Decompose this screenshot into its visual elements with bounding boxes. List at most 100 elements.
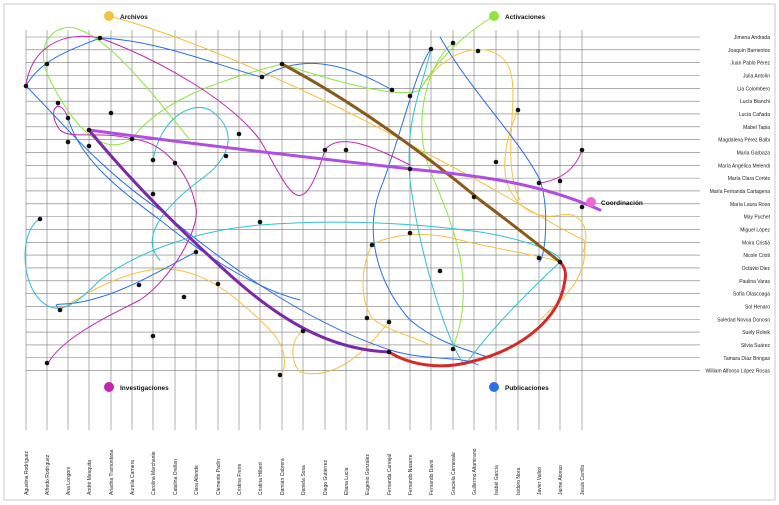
archivos-curve: [292, 319, 391, 375]
coordinacion-label: Coordinación: [601, 200, 643, 207]
group-coordinacion: Coordinación: [586, 197, 643, 207]
node-dot: [386, 349, 392, 355]
node-dot: [150, 157, 156, 163]
blue-curve: [372, 48, 491, 359]
column-label: Daniela Sosa: [301, 465, 307, 495]
node-dot: [193, 249, 199, 255]
cyan-curve: [408, 48, 561, 366]
node-dot: [86, 143, 92, 149]
column-label: Ana Longoni: [66, 467, 72, 495]
row-label: Tamara Díaz Bringas: [723, 356, 770, 362]
node-dot: [223, 153, 229, 159]
row-label: María Clara Cortés: [728, 176, 771, 182]
investigaciones-label: Investigaciones: [120, 385, 169, 392]
group-publicaciones: Publicaciones: [489, 382, 549, 392]
brown-curve: [280, 62, 562, 264]
row-label: May Puchet: [744, 215, 771, 221]
archivos-label: Archivos: [120, 14, 148, 21]
node-dot: [428, 46, 434, 52]
node-dot: [389, 87, 395, 93]
row-label: Jimena Andrada: [734, 35, 770, 41]
node-dot: [450, 40, 456, 46]
node-dot: [65, 115, 71, 121]
red-curve: [387, 260, 567, 368]
row-label: William Alfonso López Rosas: [706, 369, 771, 375]
column-label: Clemente Padín: [216, 459, 222, 495]
column-label: Carolina Marchante: [151, 451, 157, 495]
column-label: Cristina Freire: [237, 463, 243, 495]
node-dot: [259, 74, 265, 80]
row-label: María Angélica Melendi: [718, 163, 770, 169]
row-label: María Garbaza: [737, 150, 771, 156]
node-dot: [407, 93, 413, 99]
node-dot: [386, 319, 392, 325]
column-labels: Agustina Rodríguez Alfredo Rodríguez Ana L…: [24, 448, 586, 495]
column-label: Catalina Orellan: [173, 459, 179, 495]
row-label: Sofía Olascoaga: [733, 292, 770, 298]
node-dot: [181, 294, 187, 300]
row-label: Moira Cristiá: [742, 240, 770, 246]
node-dot: [37, 216, 43, 222]
node-dot: [369, 242, 375, 248]
group-archivos: Archivos: [104, 11, 148, 21]
node-dot: [57, 307, 63, 313]
archivos-curve: [419, 49, 521, 201]
node-dot: [277, 372, 283, 378]
node-dot: [557, 259, 563, 265]
row-label: María Fernanda Cartagena: [710, 189, 771, 195]
investigaciones-curve: [46, 105, 197, 366]
publicaciones-node: [489, 382, 499, 392]
group-activaciones: Activaciones: [489, 11, 545, 21]
row-label: Suely Rolnik: [742, 330, 770, 336]
node-dot: [55, 100, 61, 106]
group-investigaciones: Investigaciones: [104, 382, 169, 392]
node-dot: [150, 191, 156, 197]
node-dot: [536, 255, 542, 261]
node-dot: [279, 61, 285, 67]
row-label: María Laura Rosa: [730, 202, 770, 208]
violet-curve: [87, 128, 391, 354]
row-label: Silvia Suárez: [741, 343, 771, 349]
blue-curve: [25, 37, 393, 91]
column-label: Ariadna Tramontana: [109, 449, 115, 495]
column-label: Jaime Alonso: [558, 465, 564, 495]
row-label: Soledad Novoa Donoso: [717, 317, 770, 323]
node-dot: [579, 147, 585, 153]
column-label: Jesús Carrillo: [580, 464, 586, 495]
node-dot: [236, 131, 242, 137]
node-dot: [300, 328, 306, 334]
node-dot: [23, 83, 29, 89]
archivos-curve: [362, 243, 431, 346]
column-label: Cristina Hilbert: [258, 462, 264, 495]
diagram-border: [3, 3, 776, 501]
row-label: Joaquín Barrientos: [728, 48, 770, 54]
node-dot: [108, 110, 114, 116]
archivos-curve: [59, 268, 285, 376]
node-dot: [343, 147, 349, 153]
connection-curves: [24, 15, 602, 376]
purple-band-curve: [87, 128, 602, 212]
column-label: Fernanda Carvajal: [387, 454, 393, 495]
column-label: Clara Allende: [194, 465, 200, 495]
row-label: Paulina Varas: [739, 279, 770, 285]
node-dot: [215, 281, 221, 287]
column-label: Aurelia Carnera: [130, 460, 136, 495]
row-label: Lía Colombero: [737, 86, 770, 92]
blue-curve: [25, 85, 479, 366]
node-dot: [322, 147, 328, 153]
connection-nodes: [23, 35, 585, 378]
investigaciones-curve: [25, 35, 411, 196]
node-dot: [557, 178, 563, 184]
column-label: Javier Vallori: [537, 467, 543, 495]
archivos-curve: [504, 109, 587, 253]
column-label: Alfredo Rodríguez: [45, 454, 51, 495]
row-label: Julia Antolín: [743, 73, 770, 79]
coordinacion-node: [586, 197, 596, 207]
investigaciones-curve: [539, 149, 583, 184]
column-label: Eliana Lucía: [344, 467, 350, 495]
archivos-node: [104, 11, 114, 21]
column-label: Graciela Carnevale: [451, 452, 457, 495]
node-dot: [515, 107, 521, 113]
node-dot: [536, 180, 542, 186]
